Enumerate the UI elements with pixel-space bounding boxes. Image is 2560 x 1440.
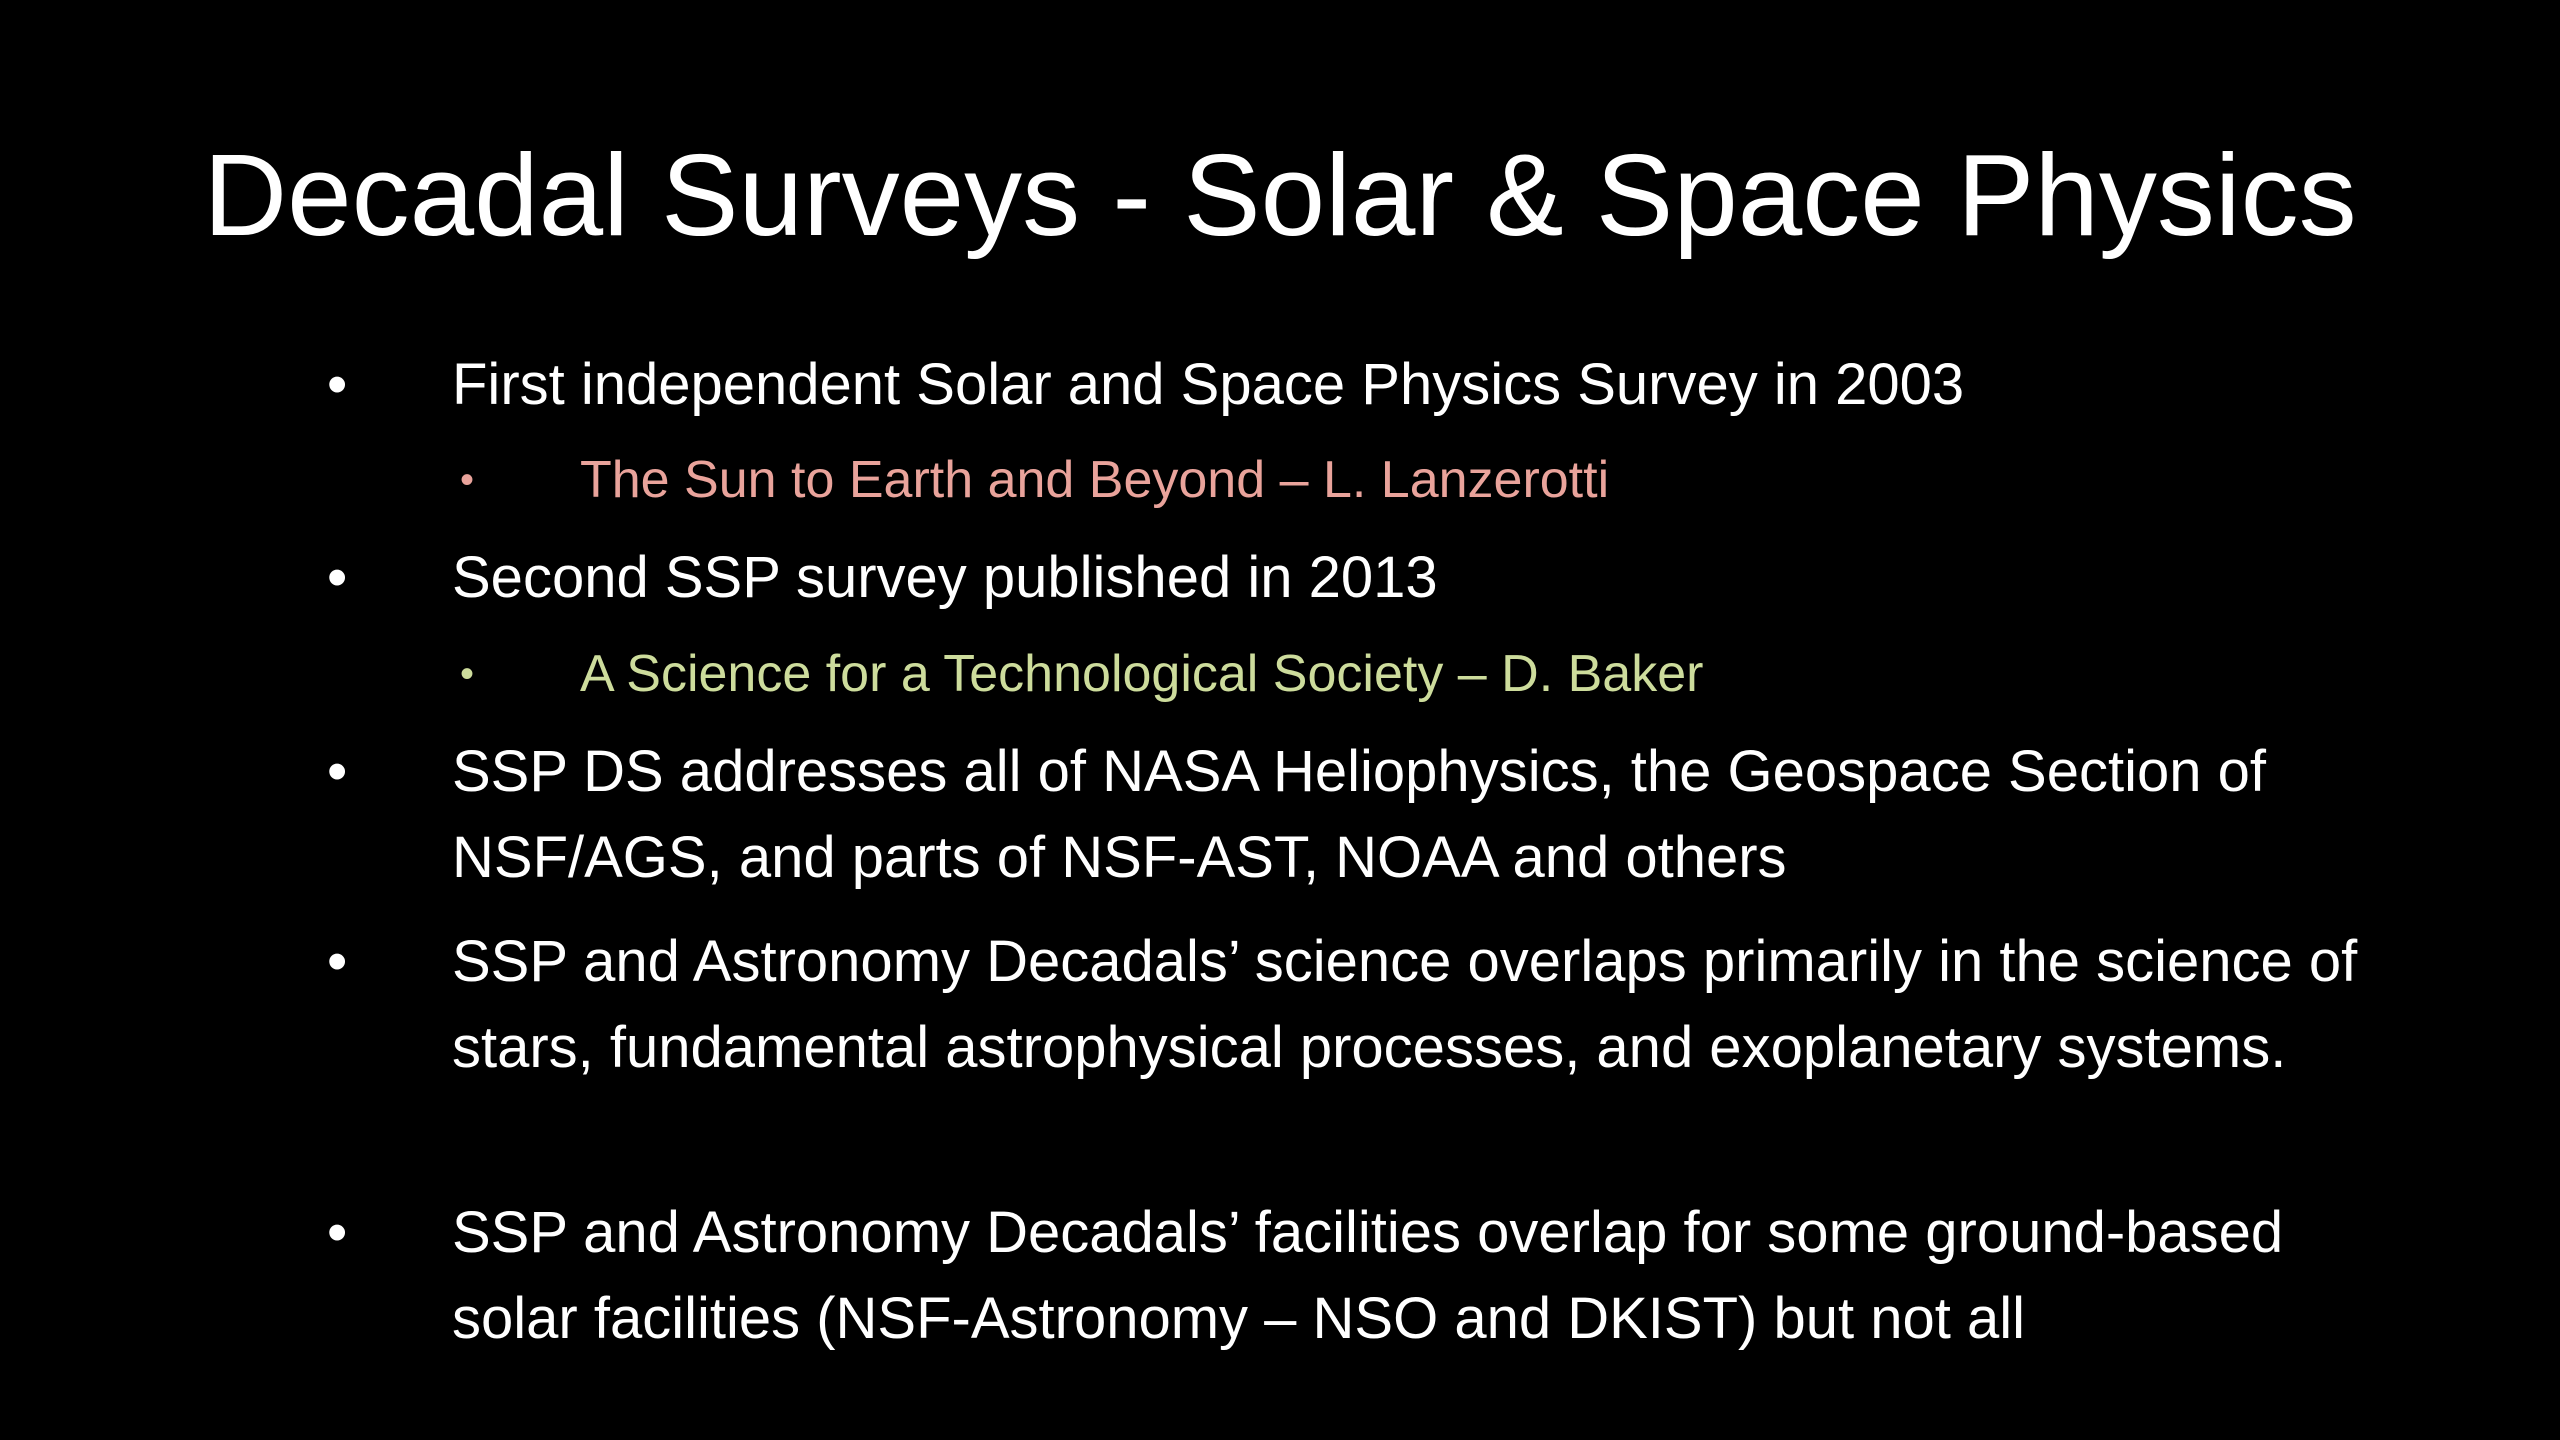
bullet-text: First independent Solar and Space Physic…: [452, 352, 1965, 417]
bullet-text: SSP and Astronomy Decadals’ facilities o…: [452, 1200, 2284, 1351]
bullet: • SSP DS addresses all of NASA Heliophysi…: [327, 739, 2267, 890]
bullet-text: SSP and Astronomy Decadals’ science over…: [452, 929, 2358, 1080]
bullet-text: SSP DS addresses all of NASA Heliophysic…: [452, 739, 2267, 890]
slide-title: Decadal Surveys - Solar & Space Physics: [203, 130, 2357, 260]
sub-bullet: • The Sun to Earth and Beyond – L. Lanzer…: [460, 451, 1610, 509]
bullet-text: Second SSP survey published in 2013: [452, 545, 1438, 610]
bullet: • Second SSP survey published in 2013: [327, 545, 1438, 610]
bullet: • SSP and Astronomy Decadals’ facilities …: [327, 1200, 2284, 1351]
sub-bullet-text: The Sun to Earth and Beyond – L. Lanzero…: [580, 451, 1610, 509]
sub-bullet-text: A Science for a Technological Society – …: [580, 645, 1704, 703]
bullet: • First independent Solar and Space Physi…: [327, 352, 1965, 417]
bullet: • SSP and Astronomy Decadals’ science ove…: [327, 929, 2358, 1080]
sub-bullet: • A Science for a Technological Society –…: [460, 645, 1704, 703]
